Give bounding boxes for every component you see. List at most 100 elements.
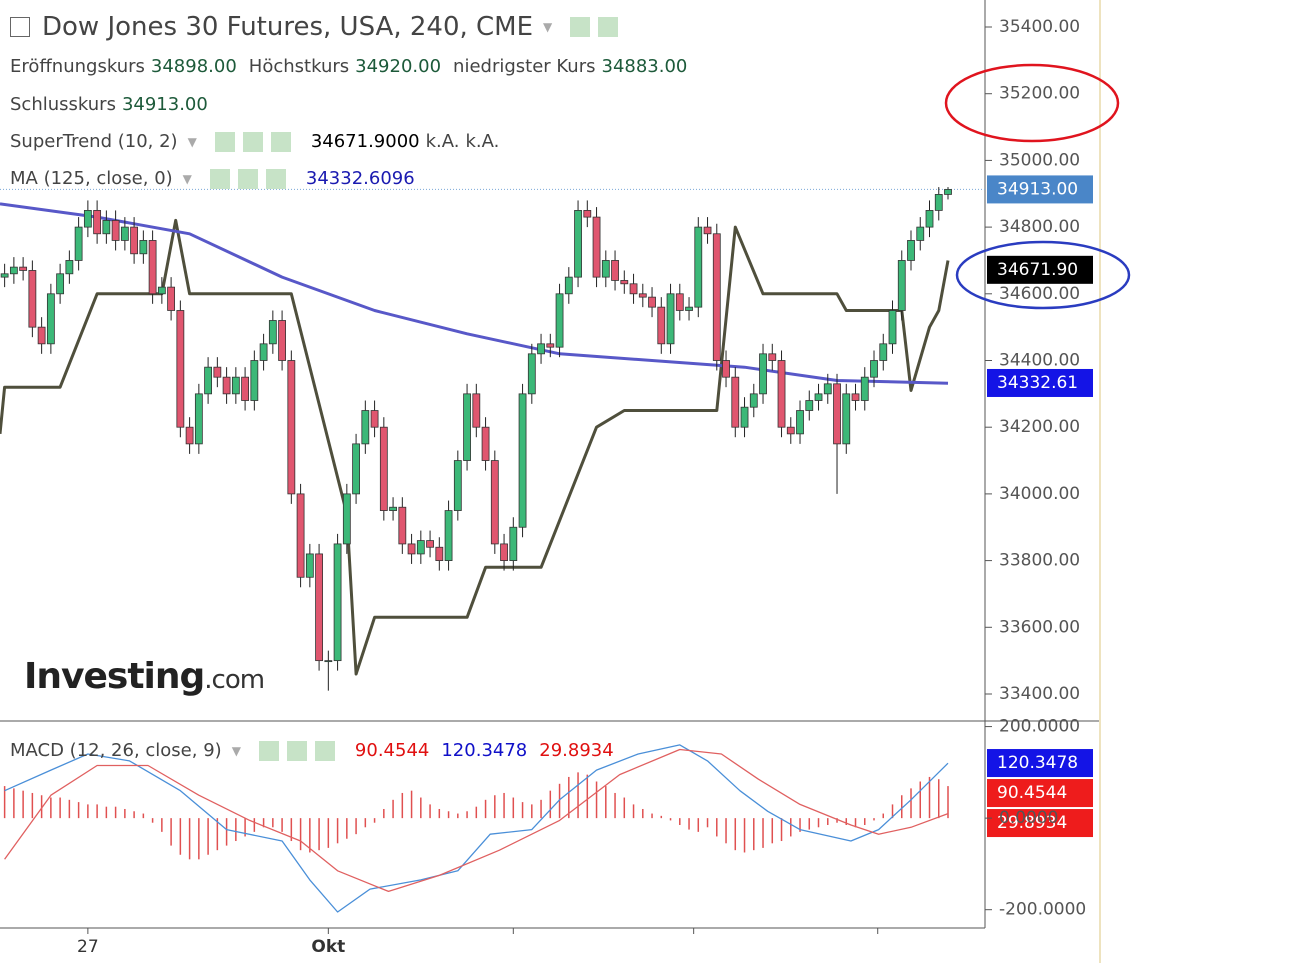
legend-value: 34920.00 [355, 56, 442, 77]
candle-body [907, 240, 915, 261]
candle-body [934, 194, 943, 211]
legend-value: 34883.00 [601, 56, 688, 77]
candle-body [546, 343, 555, 348]
price-tag-label: 120.3478 [997, 753, 1078, 773]
icon[interactable] [209, 168, 230, 189]
candle-body [527, 353, 536, 395]
icon[interactable] [265, 168, 286, 189]
candle-body [250, 360, 259, 401]
candle-body [342, 493, 351, 545]
indicator-value: 90.4544 [354, 740, 430, 761]
y-tick-label: 34800.00 [999, 217, 1080, 237]
candle-body [305, 553, 314, 578]
candle-body [842, 393, 851, 445]
ohlc-row: Eröffnungskurs 34898.00 Höchstkurs 34920.0… [10, 56, 693, 77]
indicator-value: k.A. [425, 131, 460, 152]
candle-body [389, 506, 397, 511]
candle-body [37, 326, 46, 345]
x-tick-label: Okt [311, 937, 345, 957]
candle-body [564, 276, 573, 295]
dropdown[interactable]: ▼ [543, 20, 553, 34]
price-tag [987, 749, 1093, 778]
candle-body [472, 393, 481, 428]
collapse-icon[interactable] [10, 17, 30, 37]
candle-body [176, 310, 185, 428]
candle-body [925, 210, 934, 228]
dropdown[interactable]: ▼ [187, 134, 197, 149]
candle-body [722, 360, 730, 378]
candle-body [685, 306, 693, 311]
candle-body [592, 216, 601, 278]
candle-body [315, 553, 323, 662]
candle-body [213, 366, 222, 378]
candle-body [805, 400, 814, 411]
candle-body [0, 273, 9, 278]
icon[interactable] [570, 17, 591, 37]
icon[interactable] [214, 131, 235, 152]
candle-body [130, 226, 139, 255]
candle-body [453, 460, 462, 511]
candle-body [481, 426, 490, 461]
candle-body [916, 226, 925, 241]
candle-body [194, 393, 203, 445]
dropdown[interactable]: ▼ [182, 171, 192, 186]
icon[interactable] [314, 740, 335, 761]
price-tag-label: 34913.00 [997, 179, 1078, 199]
candle-body [444, 510, 453, 561]
y-tick-label: 35200.00 [999, 84, 1080, 104]
candle-body [287, 360, 296, 495]
chart-title: Dow Jones 30 Futures, USA, 240, CME [42, 12, 534, 42]
candle-body [416, 540, 425, 555]
y-tick-label: -200.0000 [999, 900, 1086, 920]
y-tick-label: 35400.00 [999, 17, 1080, 37]
candle-body [555, 293, 564, 348]
candle-body [167, 286, 176, 311]
candle-body [222, 376, 231, 395]
icon[interactable] [270, 131, 291, 152]
candle-body [102, 220, 111, 235]
candle-body [398, 506, 407, 545]
price-tag [987, 809, 1093, 838]
y-tick-label: 33800.00 [999, 551, 1080, 571]
watermark-text: Investing [24, 656, 205, 697]
y-tick-label: 200.0000 [999, 717, 1080, 737]
legend-label: niedrigster Kurs [453, 56, 596, 77]
candle-body [9, 266, 18, 275]
candle-body [888, 310, 897, 345]
price-tag [987, 255, 1093, 284]
supertrend-line [0, 218, 950, 676]
y-tick-label: 33400.00 [999, 684, 1080, 704]
candle-body [324, 660, 333, 663]
macd-line [4, 744, 949, 913]
indicator-values: 90.4544 120.3478 29.8934 [355, 740, 614, 761]
legend-value: 34913.00 [121, 94, 208, 115]
icon[interactable] [237, 168, 258, 189]
icon[interactable] [286, 740, 307, 761]
candle-body [648, 296, 656, 308]
candle-body [759, 353, 767, 395]
candle-body [638, 293, 647, 298]
price-tag [987, 368, 1093, 397]
candle-body [620, 280, 629, 285]
candle-body [518, 393, 527, 528]
dropdown[interactable]: ▼ [231, 743, 241, 758]
icon[interactable] [258, 740, 279, 761]
candle-body [139, 240, 148, 255]
candle-body [675, 293, 684, 311]
watermark-text: .com [204, 665, 265, 695]
candle-body [111, 220, 120, 241]
ma-line [0, 202, 949, 385]
indicator-row: MA (125, close, 0) ▼ 34332.6096 [10, 168, 415, 189]
icon[interactable] [242, 131, 263, 152]
indicator-row: MACD (12, 26, close, 9) ▼ 90.4544 120.3478… [10, 740, 614, 761]
candle-body [463, 393, 471, 461]
macd-line [4, 748, 949, 893]
candle-body [435, 546, 444, 561]
candle-body [823, 383, 832, 395]
legend-label: Höchstkurs [248, 56, 350, 77]
annotation-circle [944, 63, 1120, 143]
icon[interactable] [598, 17, 619, 37]
candle-body [120, 226, 129, 241]
